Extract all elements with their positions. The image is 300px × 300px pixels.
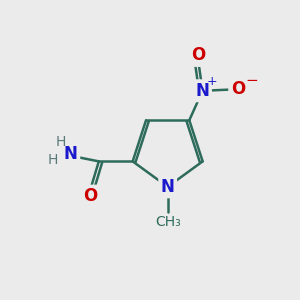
Text: H: H xyxy=(55,135,66,149)
Text: N: N xyxy=(64,145,78,163)
Text: O: O xyxy=(231,80,245,98)
Text: −: − xyxy=(245,73,258,88)
Text: CH₃: CH₃ xyxy=(155,215,181,229)
Text: H: H xyxy=(48,153,58,167)
Text: O: O xyxy=(191,46,205,64)
Text: N: N xyxy=(196,82,209,100)
Text: N: N xyxy=(161,178,175,196)
Text: O: O xyxy=(83,187,97,205)
Text: +: + xyxy=(207,75,217,88)
